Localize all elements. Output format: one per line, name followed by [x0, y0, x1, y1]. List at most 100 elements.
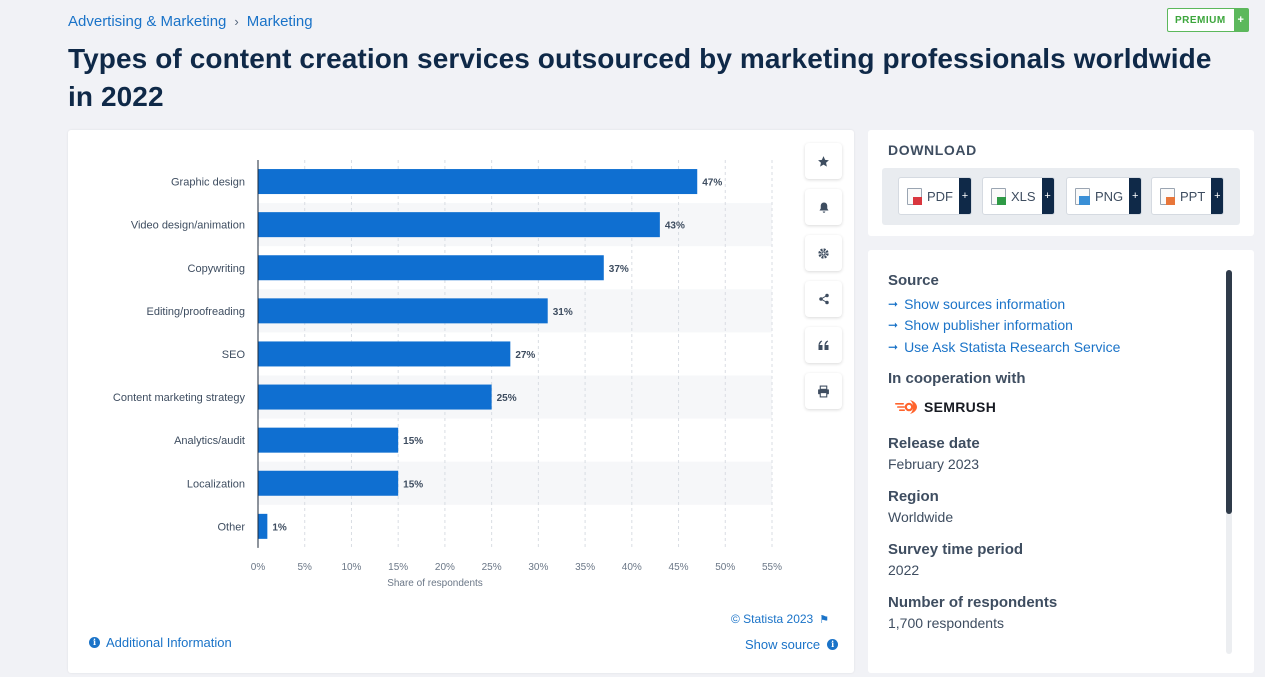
gear-icon[interactable]	[805, 235, 842, 271]
breadcrumb-link-advertising[interactable]: Advertising & Marketing	[68, 13, 227, 30]
premium-plus-icon: +	[1233, 9, 1248, 31]
additional-information-label: Additional Information	[106, 635, 232, 650]
download-pdf-label: PDF	[927, 189, 953, 204]
bell-icon[interactable]	[805, 189, 842, 225]
x-tick-label: 20%	[435, 562, 455, 573]
statista-credit[interactable]: © Statista 2023 ⚑	[731, 612, 829, 626]
semrush-logo[interactable]: SEMRUSH	[894, 399, 1218, 415]
x-tick-label: 45%	[669, 562, 689, 573]
download-png-label: PNG	[1095, 189, 1124, 204]
arrow-right-icon: ➞	[888, 296, 899, 311]
data-label: 15%	[403, 479, 423, 490]
scrollbar-thumb[interactable]	[1226, 270, 1232, 514]
respondents-heading: Number of respondents	[888, 593, 1058, 611]
premium-badge[interactable]: PREMIUM +	[1167, 8, 1249, 32]
x-tick-label: 35%	[575, 562, 595, 573]
breadcrumb-link-marketing[interactable]: Marketing	[246, 13, 313, 30]
download-xls-label: XLS	[1011, 189, 1036, 204]
quote-icon[interactable]	[805, 327, 842, 363]
chart-panel: 0% 5% 10% 15% 20% 25% 30% 35% 40% 45% 50% 55% Share …	[68, 130, 854, 673]
star-icon[interactable]	[805, 143, 842, 179]
data-label: 37%	[609, 264, 629, 275]
category-label: SEO	[222, 349, 246, 361]
show-publisher-link[interactable]: ➞ Show publisher information	[888, 315, 1218, 337]
show-source-label: Show source	[745, 637, 821, 652]
breadcrumb: Advertising & Marketing › Marketing	[68, 13, 313, 30]
data-label: 15%	[403, 436, 423, 447]
arrow-right-icon: ➞	[888, 339, 899, 354]
release-date-heading: Release date	[888, 434, 980, 452]
category-label: Localization	[187, 478, 245, 490]
page-title: Types of content creation services outso…	[68, 43, 1212, 112]
pdf-file-icon	[907, 188, 922, 205]
print-icon[interactable]	[805, 373, 842, 409]
survey-period-value: 2022	[888, 561, 920, 578]
source-heading: Source	[888, 272, 939, 289]
category-label: Video design/animation	[131, 220, 245, 232]
region-value: Worldwide	[888, 508, 954, 525]
x-tick-label: 5%	[298, 562, 313, 573]
data-label: 47%	[702, 178, 722, 189]
breadcrumb-separator: ›	[234, 14, 239, 29]
x-tick-label: 0%	[251, 562, 266, 573]
bar	[258, 427, 399, 453]
download-panel: DOWNLOAD PDF + XLS + PNG + PPT +	[868, 130, 1254, 236]
bar-chart: 0% 5% 10% 15% 20% 25% 30% 35% 40% 45% 50% 55% Share …	[113, 160, 782, 589]
x-tick-label: 10%	[341, 562, 361, 573]
survey-period-heading: Survey time period	[888, 540, 1024, 558]
download-bar: PDF + XLS + PNG + PPT +	[882, 168, 1240, 225]
info-icon: i	[89, 637, 100, 648]
download-ppt-plus: +	[1211, 178, 1224, 214]
show-publisher-label: Show publisher information	[904, 317, 1073, 334]
x-tick-label: 40%	[622, 562, 642, 573]
download-title: DOWNLOAD	[888, 142, 977, 158]
info-icon: i	[827, 639, 839, 650]
credit-text: © Statista 2023	[731, 612, 814, 626]
x-tick-label: 30%	[528, 562, 548, 573]
download-pdf-button[interactable]: PDF +	[898, 177, 972, 215]
category-label: Other	[217, 521, 245, 533]
arrow-right-icon: ➞	[888, 318, 899, 333]
ppt-file-icon	[1160, 188, 1175, 205]
x-tick-label: 55%	[762, 562, 782, 573]
bar	[258, 255, 604, 281]
chart-toolbar	[805, 143, 842, 409]
show-sources-link[interactable]: ➞ Show sources information	[888, 293, 1218, 315]
ask-statista-label: Use Ask Statista Research Service	[904, 338, 1121, 355]
x-axis-title: Share of respondents	[387, 578, 483, 589]
png-file-icon	[1075, 188, 1090, 205]
bar	[258, 212, 660, 238]
additional-information-link[interactable]: i Additional Information	[89, 635, 232, 650]
share-icon[interactable]	[805, 281, 842, 317]
flag-icon: ⚑	[819, 614, 830, 626]
category-label: Analytics/audit	[174, 435, 245, 447]
semrush-flame-icon	[895, 399, 917, 414]
show-source-link[interactable]: Show source i	[745, 637, 839, 652]
ask-statista-link[interactable]: ➞ Use Ask Statista Research Service	[888, 336, 1218, 358]
download-ppt-label: PPT	[1180, 189, 1206, 204]
download-png-button[interactable]: PNG +	[1066, 177, 1143, 215]
respondents-value: 1,700 respondents	[888, 614, 1004, 631]
bar	[258, 341, 511, 367]
download-ppt-button[interactable]: PPT +	[1151, 177, 1225, 215]
cooperation-heading: In cooperation with	[888, 369, 1026, 387]
bar	[258, 169, 698, 195]
category-label: Editing/proofreading	[147, 306, 245, 318]
category-label: Copywriting	[188, 263, 245, 275]
region-heading: Region	[888, 487, 939, 505]
semrush-wordmark: SEMRUSH	[924, 398, 997, 415]
download-png-plus: +	[1129, 178, 1142, 214]
data-label: 43%	[665, 221, 685, 232]
xls-file-icon	[991, 188, 1006, 205]
x-tick-label: 15%	[388, 562, 408, 573]
bar	[258, 298, 548, 324]
bar	[258, 384, 492, 410]
bar	[258, 470, 399, 496]
x-tick-label: 25%	[482, 562, 502, 573]
download-xls-plus: +	[1041, 178, 1054, 214]
data-label: 31%	[553, 307, 573, 318]
x-tick-label: 50%	[715, 562, 735, 573]
download-xls-button[interactable]: XLS +	[982, 177, 1055, 215]
release-date-value: February 2023	[888, 455, 980, 472]
category-label: Content marketing strategy	[113, 392, 246, 404]
